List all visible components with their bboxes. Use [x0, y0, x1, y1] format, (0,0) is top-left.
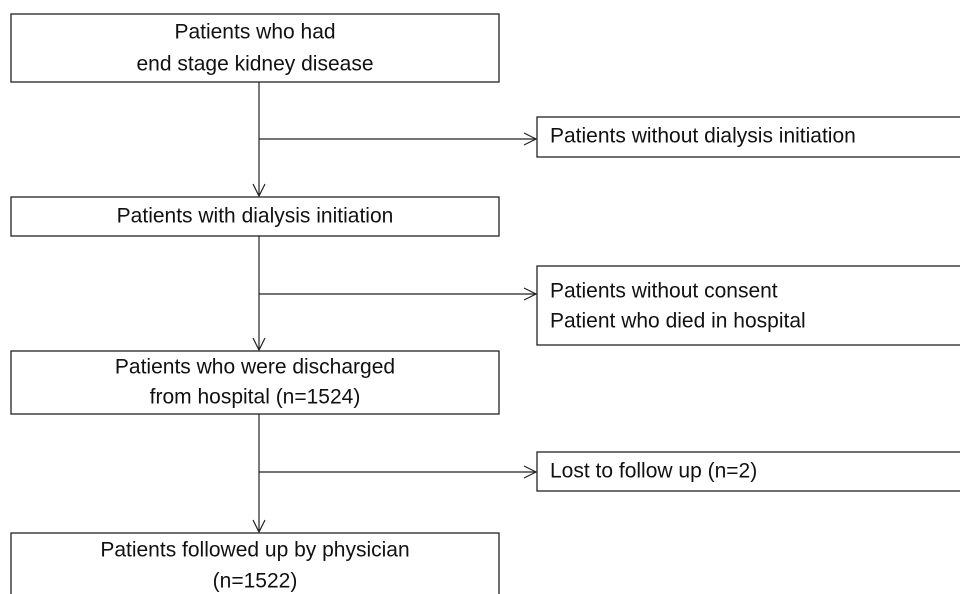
connectors [252, 82, 538, 534]
box-text: Patients with dialysis initiation [117, 205, 394, 228]
arrowhead [252, 337, 266, 352]
box-text: end stage kidney disease [137, 53, 374, 76]
box-text: Patients without consent [550, 280, 778, 303]
box-text: Patients who were discharged [115, 356, 395, 379]
box [10, 532, 500, 594]
box-text: Patients followed up by physician [100, 539, 409, 562]
box-text: Patient who died in hospital [550, 310, 806, 333]
box [10, 13, 500, 83]
box [536, 116, 960, 158]
arrowhead [523, 465, 538, 479]
box [536, 451, 960, 492]
box-text: Patients who had [174, 21, 335, 44]
box [10, 196, 500, 237]
box-text: Patients without dialysis initiation [550, 125, 856, 148]
arrowhead [252, 183, 266, 198]
arrowhead [252, 519, 266, 534]
box [10, 350, 500, 415]
arrowhead [523, 132, 538, 146]
box [536, 265, 960, 346]
box-text: Lost to follow up (n=2) [550, 460, 757, 483]
box-text: from hospital (n=1524) [150, 386, 361, 409]
arrowhead [523, 287, 538, 301]
box-text: (n=1522) [213, 570, 298, 593]
